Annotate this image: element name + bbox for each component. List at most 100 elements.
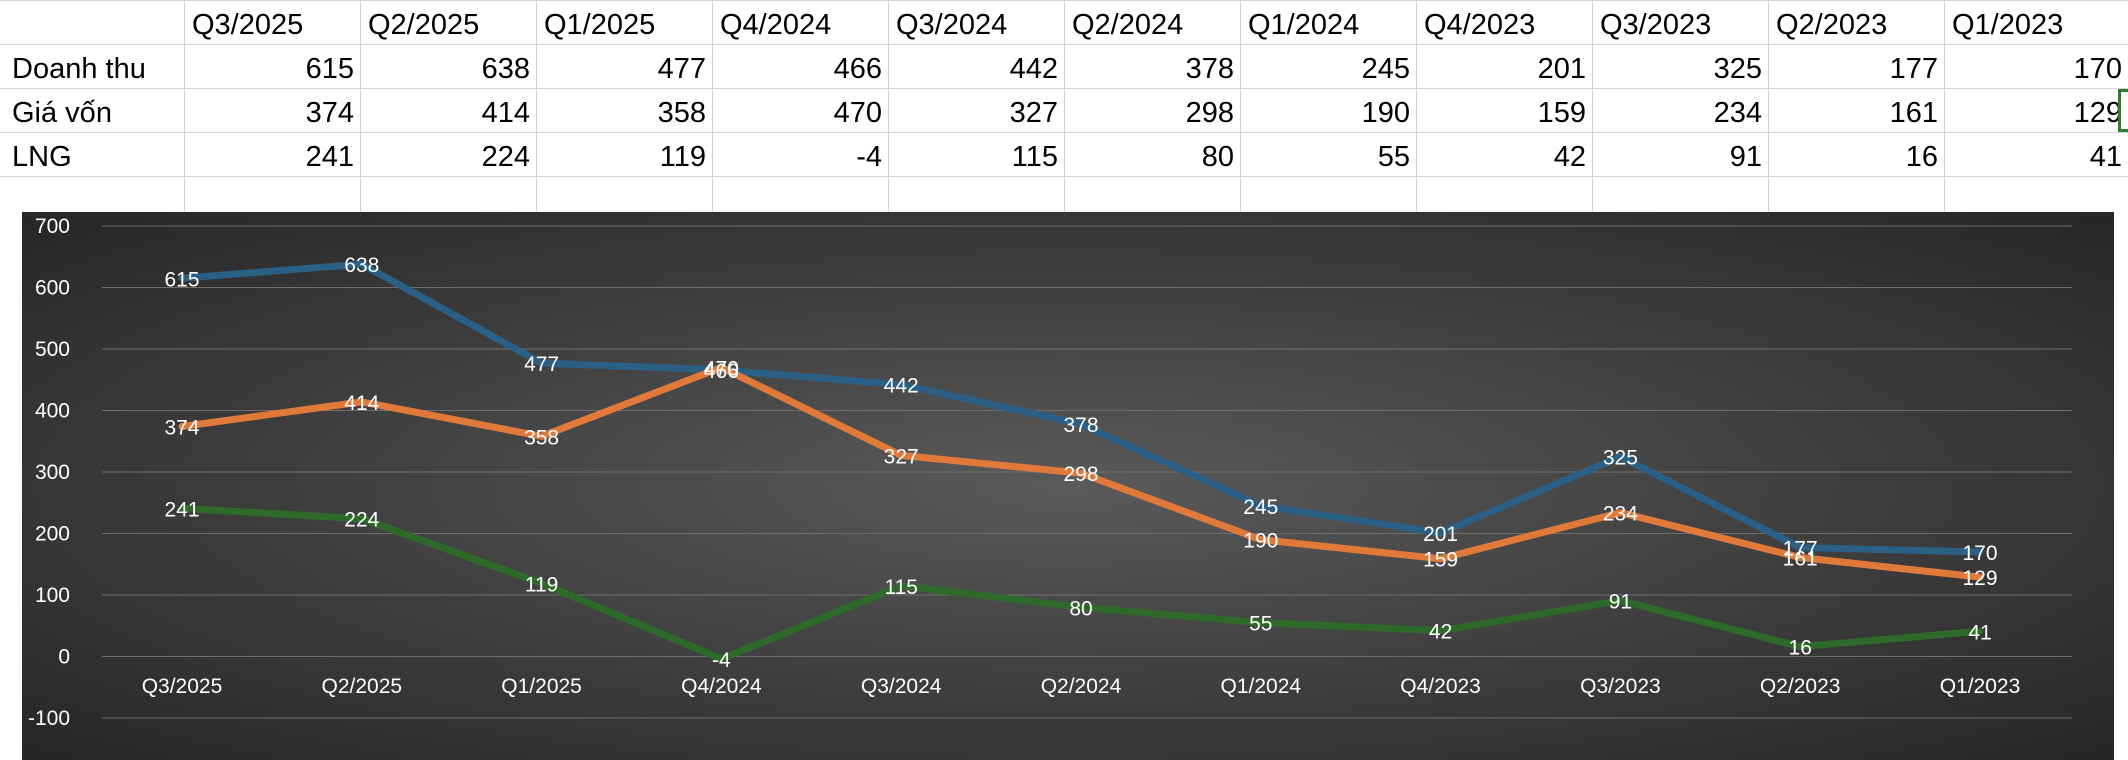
column-header-cell[interactable]: Q4/2023 (1424, 9, 1536, 41)
series-line (178, 260, 1984, 556)
data-label: 325 (1603, 447, 1638, 470)
data-label: 466 (704, 360, 739, 383)
value-cell[interactable]: 378 (1185, 53, 1234, 85)
value-cell[interactable]: 161 (1889, 97, 1938, 129)
value-cell[interactable]: 91 (1729, 141, 1762, 173)
value-cell[interactable]: 190 (1361, 97, 1410, 129)
x-category-label: Q3/2023 (1580, 675, 1661, 698)
y-tick-label: 500 (35, 338, 70, 361)
value-cell[interactable]: 41 (2089, 141, 2122, 173)
row-label-cell[interactable]: Giá vốn (12, 97, 112, 129)
value-cell[interactable]: 358 (657, 97, 706, 129)
column-header-cell[interactable]: Q4/2024 (720, 9, 832, 41)
data-label: 245 (1243, 496, 1278, 519)
row-label-cell[interactable]: Doanh thu (12, 53, 146, 85)
column-header-cell[interactable]: Q2/2025 (368, 9, 480, 41)
y-tick-label: 300 (35, 461, 70, 484)
value-cell[interactable]: 442 (1009, 53, 1058, 85)
value-cell[interactable]: 177 (1889, 53, 1938, 85)
value-cell[interactable]: 245 (1361, 53, 1410, 85)
line-chart[interactable]: 700 600 500 400 300 200 100 0 -100 Q3/2025 Q2/2025… (22, 212, 2114, 760)
data-label: 161 (1783, 547, 1818, 570)
x-category-label: Q1/2023 (1940, 675, 2021, 698)
value-cell[interactable]: 466 (833, 53, 882, 85)
value-cell[interactable]: 327 (1009, 97, 1058, 129)
y-tick-label: -100 (28, 707, 70, 730)
value-cell[interactable]: 201 (1537, 53, 1586, 85)
column-header-cell[interactable]: Q2/2023 (1776, 9, 1888, 41)
x-category-label: Q3/2024 (861, 675, 942, 698)
x-category-label: Q4/2024 (681, 675, 762, 698)
value-cell[interactable]: 638 (481, 53, 530, 85)
data-label: 170 (1962, 542, 1997, 565)
value-cell[interactable]: 129 (2073, 97, 2122, 129)
x-category-label: Q4/2023 (1400, 675, 1481, 698)
data-label: 159 (1423, 549, 1458, 572)
y-tick-label: 0 (58, 646, 70, 669)
data-label: 241 (164, 498, 199, 521)
value-cell[interactable]: 159 (1537, 97, 1586, 129)
value-cell[interactable]: 42 (1553, 141, 1586, 173)
data-label: 42 (1429, 621, 1452, 644)
column-header-cell[interactable]: Q3/2024 (896, 9, 1008, 41)
column-header-cell[interactable]: Q2/2024 (1072, 9, 1184, 41)
value-cell[interactable]: 414 (481, 97, 530, 129)
value-cell[interactable]: -4 (856, 141, 882, 173)
column-header-cell[interactable]: Q3/2023 (1600, 9, 1712, 41)
series-line (178, 363, 1984, 581)
value-cell[interactable]: 241 (305, 141, 354, 173)
data-label: 119 (525, 573, 558, 596)
column-header-cell[interactable]: Q1/2023 (1952, 9, 2064, 41)
x-category-label: Q1/2024 (1221, 675, 1302, 698)
data-label: 190 (1243, 530, 1278, 553)
x-category-label: Q1/2025 (501, 675, 582, 698)
value-cell[interactable]: 119 (659, 141, 706, 173)
data-label: 414 (344, 392, 379, 415)
data-label: 442 (884, 375, 919, 398)
y-tick-label: 600 (35, 277, 70, 300)
value-cell[interactable]: 234 (1713, 97, 1762, 129)
value-cell[interactable]: 115 (1011, 141, 1058, 173)
selected-cell-indicator[interactable] (2118, 89, 2128, 132)
data-label: 115 (884, 576, 917, 599)
data-label: 41 (1968, 621, 1991, 644)
data-label: 374 (164, 416, 199, 439)
value-cell[interactable]: 325 (1713, 53, 1762, 85)
value-cell[interactable]: 615 (305, 53, 354, 85)
x-category-label: Q2/2025 (322, 675, 403, 698)
data-label: 638 (344, 254, 379, 277)
data-label: 378 (1063, 414, 1098, 437)
chart-svg: 700 600 500 400 300 200 100 0 -100 Q3/2025 Q2/2025… (22, 212, 2114, 760)
data-label: 477 (524, 353, 559, 376)
x-category-label: Q2/2024 (1041, 675, 1122, 698)
column-header-cell[interactable]: Q1/2025 (544, 9, 656, 41)
row-label-cell[interactable]: LNG (12, 141, 72, 173)
column-header-cell[interactable]: Q3/2025 (192, 9, 304, 41)
value-cell[interactable]: 374 (305, 97, 354, 129)
value-cell[interactable]: 80 (1201, 141, 1234, 173)
value-cell[interactable]: 55 (1377, 141, 1410, 173)
value-cell[interactable]: 16 (1905, 141, 1938, 173)
x-category-label: Q2/2023 (1760, 675, 1841, 698)
y-tick-label: 400 (35, 400, 70, 423)
data-label: 80 (1069, 597, 1092, 620)
value-cell[interactable]: 470 (833, 97, 882, 129)
data-label: 91 (1609, 591, 1632, 614)
value-cell[interactable]: 224 (481, 141, 530, 173)
data-label: 298 (1063, 463, 1098, 486)
x-category-label: Q3/2025 (142, 675, 223, 698)
data-label: 55 (1249, 613, 1272, 636)
data-label: 615 (164, 268, 199, 291)
chart-background (22, 212, 2114, 760)
series-line (178, 504, 1984, 663)
column-header-cell[interactable]: Q1/2024 (1248, 9, 1360, 41)
value-cell[interactable]: 170 (2073, 53, 2122, 85)
y-tick-label: 100 (35, 584, 70, 607)
data-label: 327 (884, 445, 919, 468)
value-cell[interactable]: 477 (657, 53, 706, 85)
value-cell[interactable]: 298 (1185, 97, 1234, 129)
data-label: 201 (1423, 523, 1458, 546)
data-label: 358 (524, 426, 559, 449)
y-tick-label: 700 (35, 215, 70, 238)
